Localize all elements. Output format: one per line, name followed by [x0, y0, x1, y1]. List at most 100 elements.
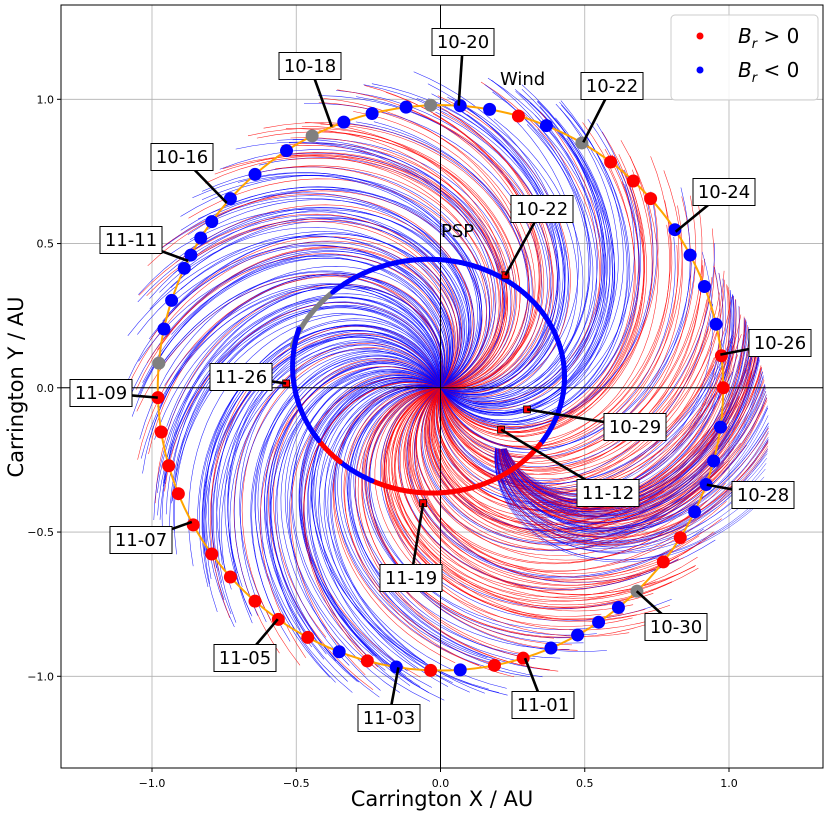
wind-point — [248, 167, 262, 181]
field-line — [440, 107, 619, 412]
plot-frame — [60, 4, 824, 769]
field-line — [440, 156, 671, 443]
field-line — [494, 441, 769, 547]
field-line — [440, 299, 708, 464]
field-line — [440, 91, 598, 401]
field-line — [211, 330, 441, 615]
field-line — [266, 363, 441, 660]
field-line — [439, 336, 734, 489]
field-line — [250, 355, 441, 642]
y-tick-label: 0.5 — [37, 238, 55, 251]
field-line — [140, 284, 442, 459]
field-line — [498, 448, 767, 543]
field-line — [384, 387, 624, 620]
field-line — [440, 98, 578, 402]
wind-point — [248, 594, 262, 608]
wind-point — [305, 129, 319, 143]
annotation-label: 11-01 — [517, 695, 569, 716]
field-line — [287, 371, 441, 693]
field-line — [260, 361, 441, 683]
field-line — [282, 152, 508, 389]
field-line — [408, 387, 695, 595]
field-line — [247, 165, 496, 389]
field-line — [149, 221, 465, 388]
psp-segment — [295, 326, 302, 335]
field-line — [440, 132, 608, 407]
field-line — [275, 369, 441, 662]
legend-entry-negative: Br < 0 — [738, 58, 799, 86]
wind-point — [424, 98, 438, 112]
field-line — [201, 330, 441, 612]
field-line — [415, 387, 662, 578]
field-line — [290, 137, 508, 389]
field-line — [440, 91, 598, 408]
wind-point — [668, 223, 682, 237]
field-line — [149, 274, 445, 440]
field-line — [166, 283, 444, 427]
field-line — [440, 111, 558, 394]
field-line — [164, 283, 442, 388]
field-line — [412, 387, 716, 581]
wind-point — [389, 660, 403, 674]
field-line — [335, 90, 553, 393]
wind-point — [611, 601, 625, 615]
field-line — [350, 387, 549, 671]
field-line — [440, 194, 659, 427]
field-line — [260, 366, 441, 659]
field-line — [288, 142, 494, 389]
field-line — [440, 169, 642, 422]
field-line — [285, 128, 503, 389]
annotation-box — [109, 526, 173, 554]
field-line — [398, 387, 679, 590]
field-line — [197, 192, 470, 388]
field-line — [440, 111, 602, 403]
wind-point — [360, 654, 374, 668]
field-line — [440, 128, 591, 400]
wind-point — [713, 420, 727, 434]
field-line — [281, 142, 513, 389]
field-line — [290, 370, 441, 671]
field-line — [348, 123, 530, 389]
field-line — [440, 111, 605, 415]
annotation-label: 11-19 — [385, 568, 437, 589]
field-line — [190, 227, 455, 388]
wind-point — [592, 615, 606, 629]
wind-point — [154, 425, 168, 439]
wind-point — [626, 174, 640, 188]
field-line — [500, 437, 769, 533]
annotation-label: 10-22 — [516, 199, 568, 220]
field-line — [125, 240, 457, 393]
field-line — [318, 385, 441, 664]
field-line — [290, 377, 441, 676]
annotation-label: 10-16 — [156, 147, 208, 168]
field-line — [175, 211, 466, 388]
field-line — [433, 103, 551, 390]
wind-point — [301, 630, 315, 644]
field-line — [309, 383, 441, 686]
wind-point — [223, 570, 237, 584]
annotation-box — [692, 178, 756, 206]
field-line — [440, 258, 705, 458]
wind-point — [424, 663, 438, 677]
wind-point — [184, 248, 198, 262]
field-line — [305, 122, 507, 389]
field-line — [503, 383, 766, 516]
field-line — [404, 387, 700, 581]
field-line — [300, 373, 441, 678]
field-line — [146, 253, 449, 388]
field-line — [498, 442, 769, 539]
field-line — [440, 79, 591, 398]
origin-axes — [61, 5, 823, 768]
annotation-box — [278, 52, 342, 80]
field-line — [497, 348, 757, 524]
wind-point — [487, 658, 501, 672]
field-line — [440, 123, 639, 423]
wind-point — [544, 641, 558, 655]
field-line — [398, 104, 545, 390]
field-line — [440, 124, 594, 405]
annotation-box — [213, 644, 277, 672]
field-line — [355, 121, 533, 389]
field-line — [416, 387, 704, 556]
field-line — [253, 174, 478, 389]
